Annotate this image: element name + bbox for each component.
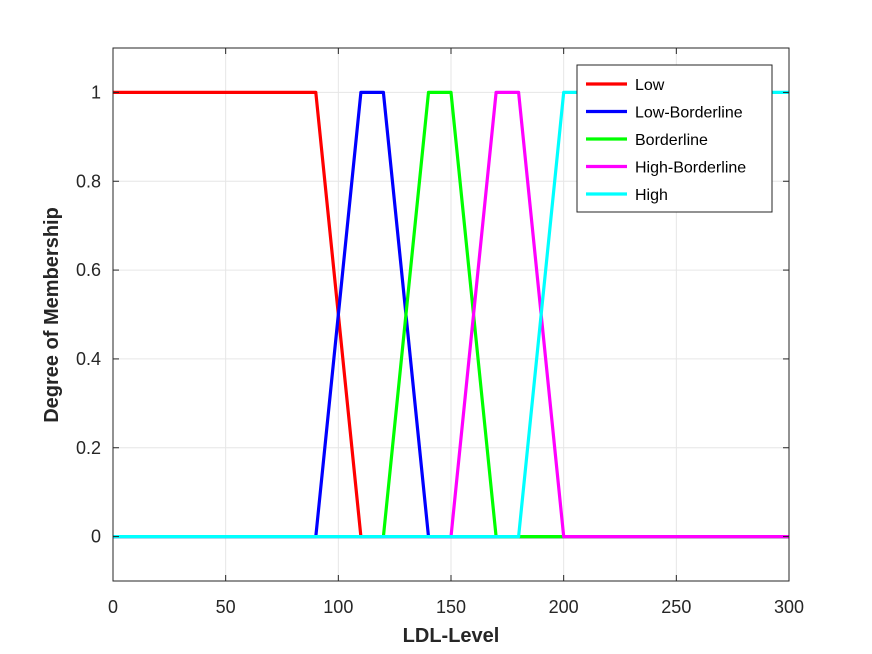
x-tick-label: 100 — [323, 597, 353, 617]
legend-label-low: Low — [635, 77, 665, 94]
x-tick-label: 150 — [436, 597, 466, 617]
x-tick-label: 200 — [549, 597, 579, 617]
legend-label-borderline: Borderline — [635, 132, 708, 149]
legend-label-high: High — [635, 187, 668, 204]
x-tick-label: 250 — [661, 597, 691, 617]
x-tick-label: 300 — [774, 597, 804, 617]
y-tick-label: 0.6 — [76, 260, 101, 280]
legend-label-high-borderline: High-Borderline — [635, 160, 746, 177]
x-axis-title: LDL-Level — [403, 625, 500, 647]
y-tick-label: 0 — [91, 527, 101, 547]
axis-ticks: 0 50 100 150 200 250 300 0 0.2 0.4 0.6 0.8 1 — [76, 48, 804, 617]
y-axis-title: Degree of Membership — [41, 207, 63, 423]
y-tick-label: 0.2 — [76, 438, 101, 458]
series-lines — [113, 90, 789, 539]
y-tick-label: 0.4 — [76, 349, 101, 369]
y-tick-label: 1 — [91, 82, 101, 102]
x-tick-label: 0 — [108, 597, 118, 617]
legend-label-low-borderline: Low-Borderline — [635, 105, 743, 122]
legend: Low Low-Borderline Borderline High-Borderli… — [576, 64, 773, 213]
x-tick-label: 50 — [216, 597, 236, 617]
y-tick-label: 0.8 — [76, 171, 101, 191]
